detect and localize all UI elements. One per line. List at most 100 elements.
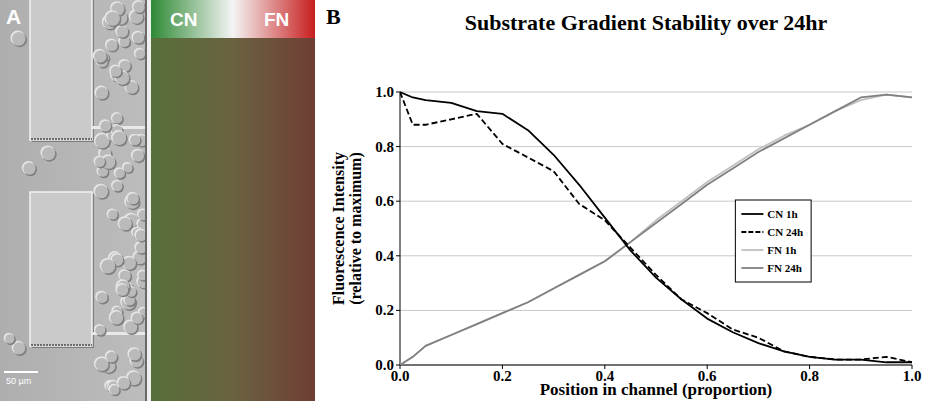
legend-swatch	[741, 231, 763, 233]
gradient-label: FN	[264, 9, 289, 30]
series-line	[400, 92, 912, 362]
cell	[112, 114, 122, 124]
series-line	[400, 92, 912, 362]
cell-highlight	[108, 384, 119, 395]
cell	[113, 181, 123, 191]
cell-shadow	[120, 218, 134, 232]
cell-shadow	[133, 33, 145, 45]
cell-shadow	[42, 147, 56, 161]
cell-highlight	[22, 161, 35, 174]
cell-shadow	[129, 349, 142, 362]
cell-shadow	[111, 67, 123, 79]
cell-shadow	[95, 186, 109, 200]
grid-line	[400, 146, 912, 147]
grid-line	[400, 365, 912, 366]
cell	[129, 349, 141, 361]
cell	[110, 312, 123, 325]
x-tick-label: 0.0	[391, 368, 410, 384]
cell	[12, 32, 26, 46]
grid-line	[400, 255, 912, 256]
grid-line	[400, 310, 912, 311]
cell	[117, 285, 128, 296]
y-tick	[396, 310, 400, 311]
cell-highlight	[134, 241, 146, 253]
cell-highlight	[134, 229, 146, 241]
cell	[101, 259, 115, 273]
cell	[117, 26, 128, 37]
cell-shadow	[117, 285, 129, 297]
panel-label: A	[6, 5, 21, 28]
y-axis-title: Fluorescence Intensity(relative to maxim…	[330, 152, 365, 305]
cell-highlight	[104, 10, 119, 25]
cell-shadow	[113, 132, 128, 147]
series-line	[400, 95, 912, 365]
y-axis-title-line: Fluorescence Intensity	[330, 152, 348, 305]
scale-bar-label: 50 µm	[6, 376, 31, 386]
cell-shadow	[12, 33, 27, 48]
cell-highlight	[107, 209, 117, 219]
cell	[118, 377, 130, 389]
cell	[95, 157, 105, 167]
cell-highlight	[10, 31, 25, 46]
x-tick-label: 0.8	[800, 368, 819, 384]
cell-highlight	[99, 119, 111, 131]
cell-shadow	[116, 169, 126, 179]
cell-highlight	[114, 167, 124, 177]
lines	[400, 92, 912, 365]
cell-shadow	[96, 326, 107, 337]
cell-shadow	[96, 88, 109, 101]
cell-highlight	[134, 48, 145, 59]
cell-shadow	[14, 343, 27, 356]
gradient-label: CN	[170, 9, 197, 30]
cell-shadow	[24, 163, 37, 176]
cell-highlight	[124, 194, 138, 208]
cell-highlight	[100, 258, 115, 273]
cell-highlight	[131, 31, 143, 43]
cell	[106, 352, 117, 363]
y-tick-label: 0.2	[375, 302, 394, 318]
cell	[5, 334, 14, 343]
y-tick-label: 0.4	[375, 248, 394, 264]
cell	[42, 147, 55, 160]
cell	[95, 325, 105, 335]
cell	[96, 87, 108, 99]
y-axis-title-line: (relative to maximum)	[347, 152, 365, 305]
cell-highlight	[94, 156, 105, 167]
cell-highlight	[94, 86, 107, 99]
cell-highlight	[4, 333, 14, 343]
cell-shadow	[134, 2, 146, 14]
cell-highlight	[132, 0, 144, 12]
cell-highlight	[126, 192, 138, 204]
x-tick-label: 1.0	[903, 368, 922, 384]
cell	[107, 40, 118, 51]
legend-box	[735, 200, 811, 282]
cell-shadow	[113, 182, 124, 193]
legend-label: CN 24h	[767, 226, 803, 238]
cell-highlight	[95, 291, 107, 303]
cell	[110, 385, 120, 395]
cell-shadow	[133, 151, 146, 164]
cell	[119, 218, 132, 231]
cell-highlight	[111, 180, 122, 191]
legend-label: FN 1h	[767, 244, 796, 256]
y-tick-label: 0.6	[375, 193, 394, 209]
cell-shadow	[109, 211, 119, 221]
legend-swatch	[741, 249, 763, 251]
series-line	[400, 95, 912, 365]
grid-line	[400, 201, 912, 202]
legend-swatch	[741, 213, 763, 215]
x-tick-label: 0.2	[493, 368, 512, 384]
y-tick-label: 0.8	[375, 139, 394, 155]
cell-highlight	[109, 310, 123, 324]
cell-shadow	[107, 352, 119, 364]
cell-shadow	[117, 27, 129, 39]
y-axis	[400, 92, 401, 365]
x-axis	[400, 365, 912, 366]
cell	[123, 257, 136, 270]
legend-swatch	[741, 267, 763, 269]
cell-shadow	[96, 158, 107, 169]
cell-highlight	[118, 269, 130, 281]
cell-highlight	[94, 324, 105, 335]
panel-b: BSubstrate Gradient Stability over 24hr0…	[326, 4, 921, 399]
cell-shadow	[120, 37, 131, 48]
